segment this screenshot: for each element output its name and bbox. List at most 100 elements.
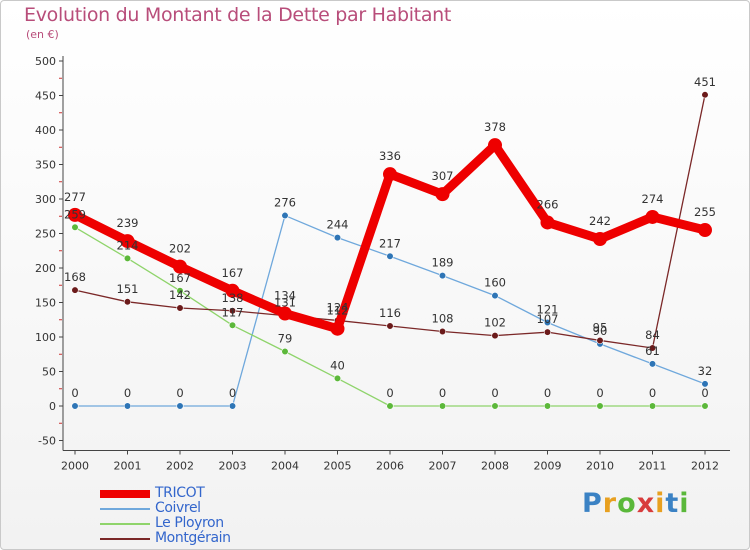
data-point-tricot xyxy=(593,232,607,247)
logo-letter: x xyxy=(636,488,656,519)
data-point-le-ployron xyxy=(491,402,499,410)
data-label-le-ployron: 259 xyxy=(64,207,86,221)
data-label-le-ployron: 167 xyxy=(169,271,191,285)
data-point-le-ployron xyxy=(386,402,394,410)
data-label-tricot: 167 xyxy=(222,266,244,280)
data-label-montg-rain: 102 xyxy=(484,316,506,330)
x-tick-label: 2009 xyxy=(534,460,562,473)
data-point-le-ployron xyxy=(701,402,709,410)
legend-item-le-ployron: Le Ployron xyxy=(100,515,300,531)
data-label-montg-rain: 138 xyxy=(222,291,244,305)
data-point-coivrel xyxy=(281,211,289,220)
data-label-tricot: 274 xyxy=(642,192,664,206)
legend-item-coivrel: Coivrel xyxy=(100,500,300,516)
data-label-le-ployron: 0 xyxy=(701,386,708,400)
data-label-tricot: 277 xyxy=(64,190,86,204)
data-point-tricot xyxy=(435,187,450,202)
y-tick-label: 250 xyxy=(35,228,56,241)
data-label-tricot: 112 xyxy=(327,304,349,318)
x-tick-label: 2012 xyxy=(691,460,719,473)
data-label-coivrel: 0 xyxy=(176,386,183,400)
legend-swatch xyxy=(100,523,150,525)
data-point-coivrel xyxy=(438,271,447,280)
data-point-coivrel xyxy=(701,380,709,388)
data-point-tricot xyxy=(120,234,135,249)
x-tick-label: 2007 xyxy=(429,460,457,473)
data-label-le-ployron: 0 xyxy=(439,386,446,400)
logo-letter: t xyxy=(665,488,680,519)
data-point-tricot xyxy=(383,167,397,182)
chart-subtitle: (en €) xyxy=(26,28,59,41)
data-point-coivrel xyxy=(491,292,499,300)
data-label-le-ployron: 0 xyxy=(596,386,603,400)
x-tick-label: 2000 xyxy=(61,460,89,473)
x-tick-label: 2006 xyxy=(376,460,404,473)
data-label-coivrel: 189 xyxy=(432,256,454,270)
y-tick-label: 500 xyxy=(35,55,56,68)
data-point-le-ployron xyxy=(648,402,657,410)
logo-letter: i xyxy=(655,488,666,519)
data-point-le-ployron xyxy=(123,254,132,262)
data-label-montg-rain: 107 xyxy=(537,312,559,326)
data-label-montg-rain: 142 xyxy=(169,288,191,302)
data-point-montg-rain xyxy=(123,298,132,306)
data-label-le-ployron: 0 xyxy=(544,386,551,400)
data-point-montg-rain xyxy=(701,91,709,99)
data-point-coivrel xyxy=(123,402,132,410)
data-label-coivrel: 121 xyxy=(537,303,559,317)
x-tick-label: 2004 xyxy=(271,460,299,473)
data-point-montg-rain xyxy=(438,327,447,336)
data-point-tricot xyxy=(278,306,292,321)
x-tick-label: 2003 xyxy=(219,460,247,473)
data-point-montg-rain xyxy=(71,286,79,294)
data-point-le-ployron xyxy=(176,287,184,295)
legend-swatch xyxy=(100,508,150,510)
data-labels-layer: 277 239 202 167 134 112 336 307 378 266 242 274 255 0… xyxy=(64,75,716,400)
y-tick-label: 400 xyxy=(35,124,56,137)
chart-title: Evolution du Montant de la Dette par Hab… xyxy=(24,4,452,26)
data-label-le-ployron: 79 xyxy=(278,331,293,345)
legend-swatch xyxy=(100,538,150,540)
x-tick-label: 2005 xyxy=(324,460,352,473)
data-label-coivrel: 61 xyxy=(645,344,660,358)
data-label-le-ployron: 214 xyxy=(117,238,139,252)
legend-label: TRICOT xyxy=(155,485,205,501)
data-label-tricot: 266 xyxy=(537,197,559,211)
logo-letter: r xyxy=(602,488,618,519)
data-label-coivrel: 32 xyxy=(698,364,713,378)
data-point-montg-rain xyxy=(176,304,184,312)
y-tick-label: 200 xyxy=(35,262,56,275)
legend-item-tricot: TRICOT xyxy=(100,485,300,501)
data-point-le-ployron xyxy=(438,402,447,410)
data-label-tricot: 242 xyxy=(589,214,611,228)
data-label-le-ployron: 0 xyxy=(491,386,498,400)
data-label-tricot: 378 xyxy=(484,120,506,134)
data-point-le-ployron xyxy=(333,374,342,383)
logo-letter: P xyxy=(582,488,603,519)
data-point-tricot xyxy=(540,215,555,230)
y-tick-label: 350 xyxy=(35,159,56,172)
data-label-le-ployron: 0 xyxy=(649,386,656,400)
data-point-le-ployron xyxy=(71,223,79,231)
logo-letter: i xyxy=(679,488,690,519)
legend-label: Le Ployron xyxy=(155,515,224,531)
data-label-le-ployron: 117 xyxy=(222,305,244,319)
data-label-coivrel: 276 xyxy=(274,196,296,210)
data-label-montg-rain: 108 xyxy=(432,311,454,325)
data-point-coivrel xyxy=(386,252,394,260)
y-tick-label: 150 xyxy=(35,297,56,310)
x-tick-label: 2002 xyxy=(166,460,194,473)
data-point-montg-rain xyxy=(491,332,499,340)
data-point-le-ployron xyxy=(596,402,604,410)
y-tick-label: 0 xyxy=(49,400,56,413)
legend-label: Montgérain xyxy=(155,530,231,546)
data-point-tricot xyxy=(645,209,660,224)
data-label-montg-rain: 168 xyxy=(64,270,86,284)
data-point-le-ployron xyxy=(543,402,552,410)
x-tick-label: 2011 xyxy=(639,460,667,473)
data-label-coivrel: 217 xyxy=(379,236,401,250)
x-tick-label: 2008 xyxy=(481,460,509,473)
x-tick-label: 2010 xyxy=(586,460,614,473)
data-point-coivrel xyxy=(228,402,237,410)
